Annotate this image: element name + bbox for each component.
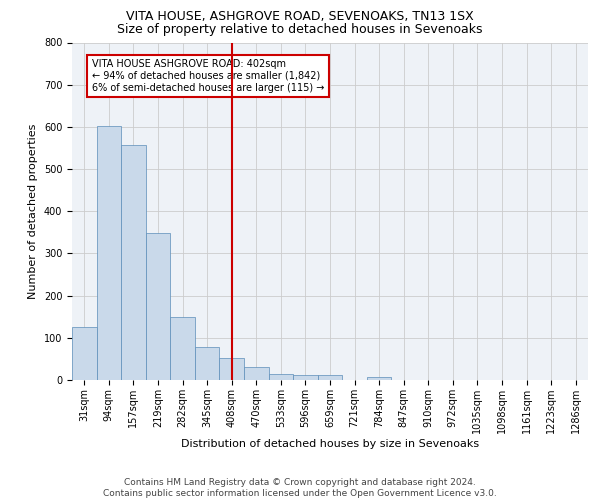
- Text: VITA HOUSE, ASHGROVE ROAD, SEVENOAKS, TN13 1SX: VITA HOUSE, ASHGROVE ROAD, SEVENOAKS, TN…: [126, 10, 474, 23]
- Bar: [367, 377, 391, 380]
- Bar: [170, 316, 195, 380]
- Bar: [318, 375, 342, 380]
- Bar: [293, 374, 318, 380]
- Bar: [195, 347, 220, 380]
- Bar: [121, 144, 146, 380]
- X-axis label: Distribution of detached houses by size in Sevenoaks: Distribution of detached houses by size …: [181, 438, 479, 448]
- Bar: [146, 233, 170, 380]
- Text: Contains HM Land Registry data © Crown copyright and database right 2024.
Contai: Contains HM Land Registry data © Crown c…: [103, 478, 497, 498]
- Bar: [72, 328, 97, 380]
- Bar: [97, 126, 121, 380]
- Text: VITA HOUSE ASHGROVE ROAD: 402sqm
← 94% of detached houses are smaller (1,842)
6%: VITA HOUSE ASHGROVE ROAD: 402sqm ← 94% o…: [92, 60, 324, 92]
- Bar: [244, 368, 269, 380]
- Bar: [269, 374, 293, 380]
- Bar: [220, 358, 244, 380]
- Y-axis label: Number of detached properties: Number of detached properties: [28, 124, 38, 299]
- Text: Size of property relative to detached houses in Sevenoaks: Size of property relative to detached ho…: [117, 22, 483, 36]
